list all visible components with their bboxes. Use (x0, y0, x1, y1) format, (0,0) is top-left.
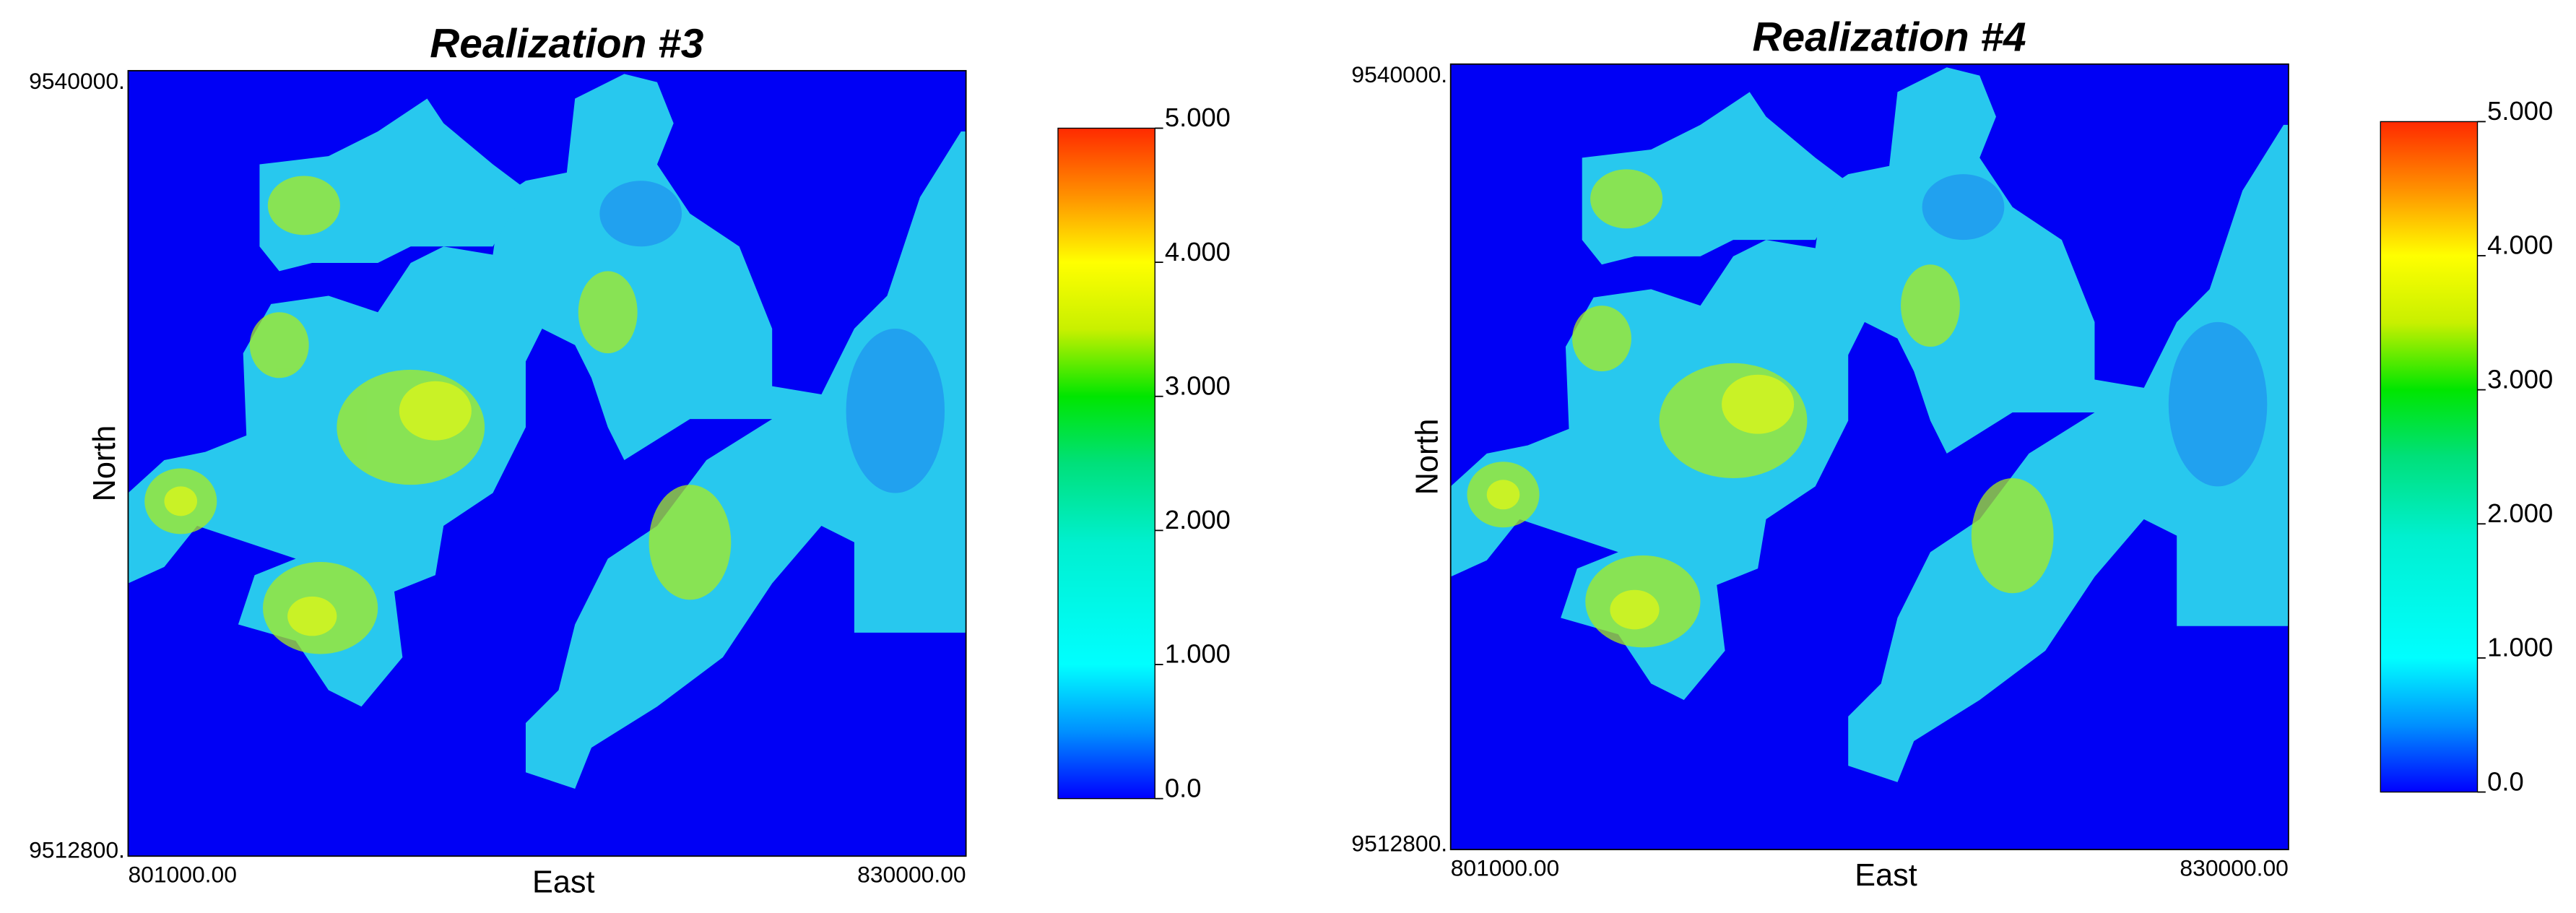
y-axis-label: North (87, 425, 122, 502)
y-tick-label: 9540000. (29, 68, 125, 94)
colorbar-tick-label: 0.0 (2487, 766, 2524, 796)
colorbar-tick-label: 1.000 (2487, 633, 2553, 662)
colorbar-tick-label: 3.000 (2487, 364, 2553, 394)
map-frame (127, 69, 967, 857)
colorbar-tick-label: 5.000 (1165, 103, 1231, 132)
y-tick-label: 9512800. (1351, 830, 1447, 856)
panel-title: Realization #4 (1753, 15, 2026, 61)
x-tick-label: 801000.00 (128, 862, 236, 888)
colorbar-tick-label: 1.000 (1165, 639, 1231, 669)
colorbar-tick-label: 0.0 (1165, 773, 1202, 802)
x-tick-label: 830000.00 (2180, 855, 2288, 881)
colorbar-tick-label: 3.000 (1165, 371, 1231, 400)
map-frame (1449, 63, 2289, 851)
y-axis-label: North (1410, 419, 1445, 496)
colorbar-tick-label: 4.000 (1165, 237, 1231, 267)
x-tick-label: 801000.00 (1451, 855, 1559, 881)
panel: Realization #3 East North 801000.00 8300… (29, 22, 1231, 900)
colorbar-tick-label: 5.000 (2487, 96, 2553, 126)
colorbar-tick-label: 4.000 (2487, 230, 2553, 260)
x-tick-label: 830000.00 (857, 862, 966, 888)
colorbar (2380, 121, 2479, 793)
y-tick-label: 9512800. (29, 837, 125, 863)
panel-title: Realization #3 (430, 22, 703, 67)
colorbar (1057, 127, 1155, 800)
colorbar-tick-label: 2.000 (2487, 498, 2553, 528)
x-axis-label: East (532, 865, 594, 899)
panel: Realization #4 East North 801000.00 8300… (1351, 15, 2553, 893)
x-axis-label: East (1855, 858, 1917, 893)
colorbar-tick-label: 2.000 (1165, 505, 1231, 535)
y-tick-label: 9540000. (1351, 61, 1447, 87)
